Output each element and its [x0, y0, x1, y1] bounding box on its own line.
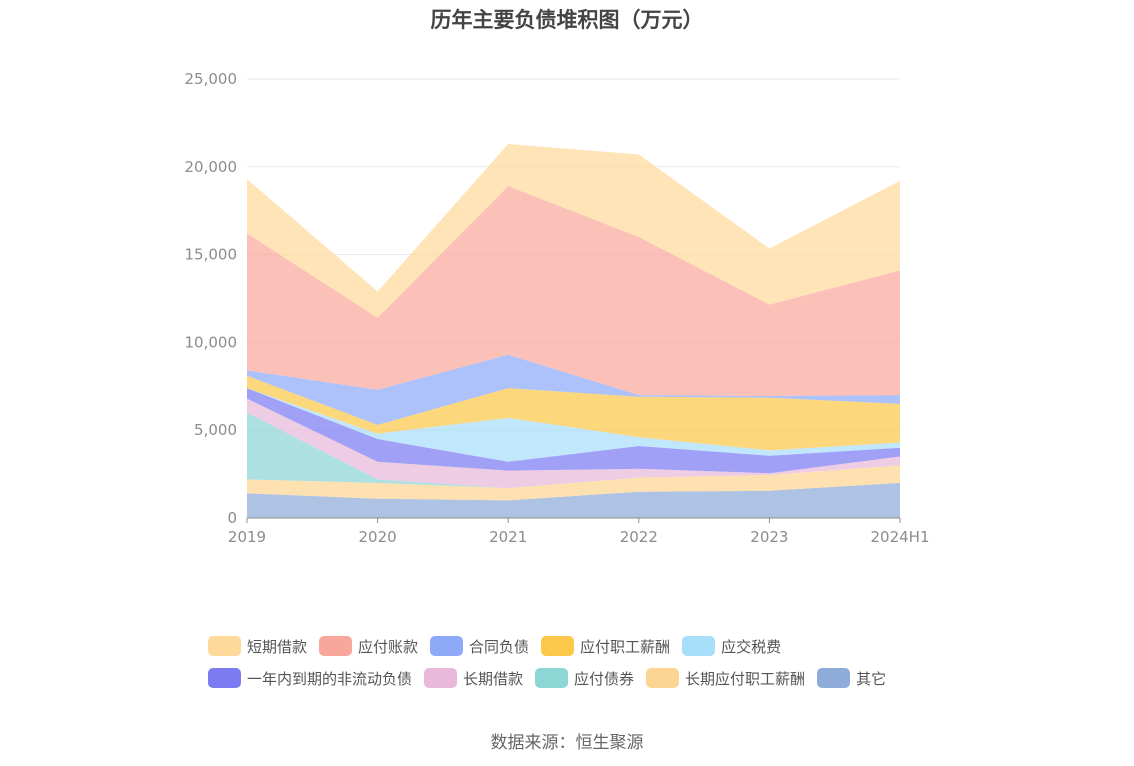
x-tick-label: 2023	[750, 528, 788, 546]
area-series-其它	[247, 482, 900, 518]
legend-label: 应付账款	[358, 637, 419, 656]
legend-item[interactable]: 长期借款	[424, 668, 523, 689]
legend-label: 应付债券	[574, 669, 635, 688]
area-series-应付债券	[247, 412, 900, 489]
x-tick-label: 2021	[489, 528, 527, 546]
legend-item[interactable]: 长期应付职工薪酬	[646, 668, 805, 689]
y-tick-label: 0	[227, 509, 237, 527]
area-series-一年内到期的非流动负债	[247, 388, 900, 474]
area-series-应付职工薪酬	[247, 375, 900, 451]
legend-swatch	[424, 668, 458, 688]
legend-swatch	[430, 636, 464, 656]
legend-label: 应付职工薪酬	[580, 637, 671, 656]
legend-swatch	[319, 636, 353, 656]
legend-label: 长期借款	[463, 669, 524, 688]
legend-swatch	[817, 668, 851, 688]
chart-title: 历年主要负债堆积图（万元）	[430, 8, 704, 32]
legend-item[interactable]: 一年内到期的非流动负债	[208, 668, 412, 689]
legend-label: 合同负债	[469, 637, 530, 656]
legend-label: 应交税费	[721, 637, 782, 656]
x-tick-label: 2019	[228, 528, 266, 546]
chart-legend: 短期借款 应付账款 合同负债 应付职工薪酬 应交税费 一年内到期的非流动负债 长期借款 应付…	[208, 630, 968, 694]
y-tick-label: 15,000	[185, 246, 238, 264]
area-series-合同负债	[247, 354, 900, 425]
legend-swatch	[208, 636, 241, 656]
y-tick-label: 5,000	[194, 421, 237, 439]
legend-item[interactable]: 其它	[817, 668, 886, 689]
y-tick-label: 25,000	[185, 70, 238, 88]
legend-swatch	[682, 636, 716, 656]
legend-label: 其它	[856, 669, 887, 688]
area-series-长期应付职工薪酬	[247, 465, 900, 501]
area-series-短期借款	[247, 144, 900, 318]
area-series-长期借款	[247, 398, 900, 489]
legend-label: 短期借款	[247, 637, 308, 656]
legend-swatch	[208, 668, 241, 688]
legend-label: 长期应付职工薪酬	[685, 669, 806, 688]
legend-item[interactable]: 应付职工薪酬	[541, 636, 670, 657]
legend-item[interactable]: 短期借款	[208, 636, 307, 657]
area-series-应付账款	[247, 186, 900, 396]
area-series-应交税费	[247, 388, 900, 462]
y-tick-label: 20,000	[185, 158, 238, 176]
y-tick-label: 10,000	[185, 333, 238, 351]
legend-item[interactable]: 应交税费	[682, 636, 781, 657]
legend-swatch	[541, 636, 575, 656]
x-tick-label: 2020	[359, 528, 397, 546]
legend-swatch	[646, 668, 680, 688]
legend-item[interactable]: 应付账款	[319, 636, 418, 657]
x-tick-label: 2022	[620, 528, 658, 546]
legend-swatch	[535, 668, 569, 688]
legend-label: 一年内到期的非流动负债	[247, 669, 413, 688]
source-note: 数据来源：恒生聚源	[490, 733, 644, 753]
legend-item[interactable]: 应付债券	[535, 668, 634, 689]
legend-item[interactable]: 合同负债	[430, 636, 529, 657]
x-tick-label: 2024H1	[871, 528, 930, 546]
